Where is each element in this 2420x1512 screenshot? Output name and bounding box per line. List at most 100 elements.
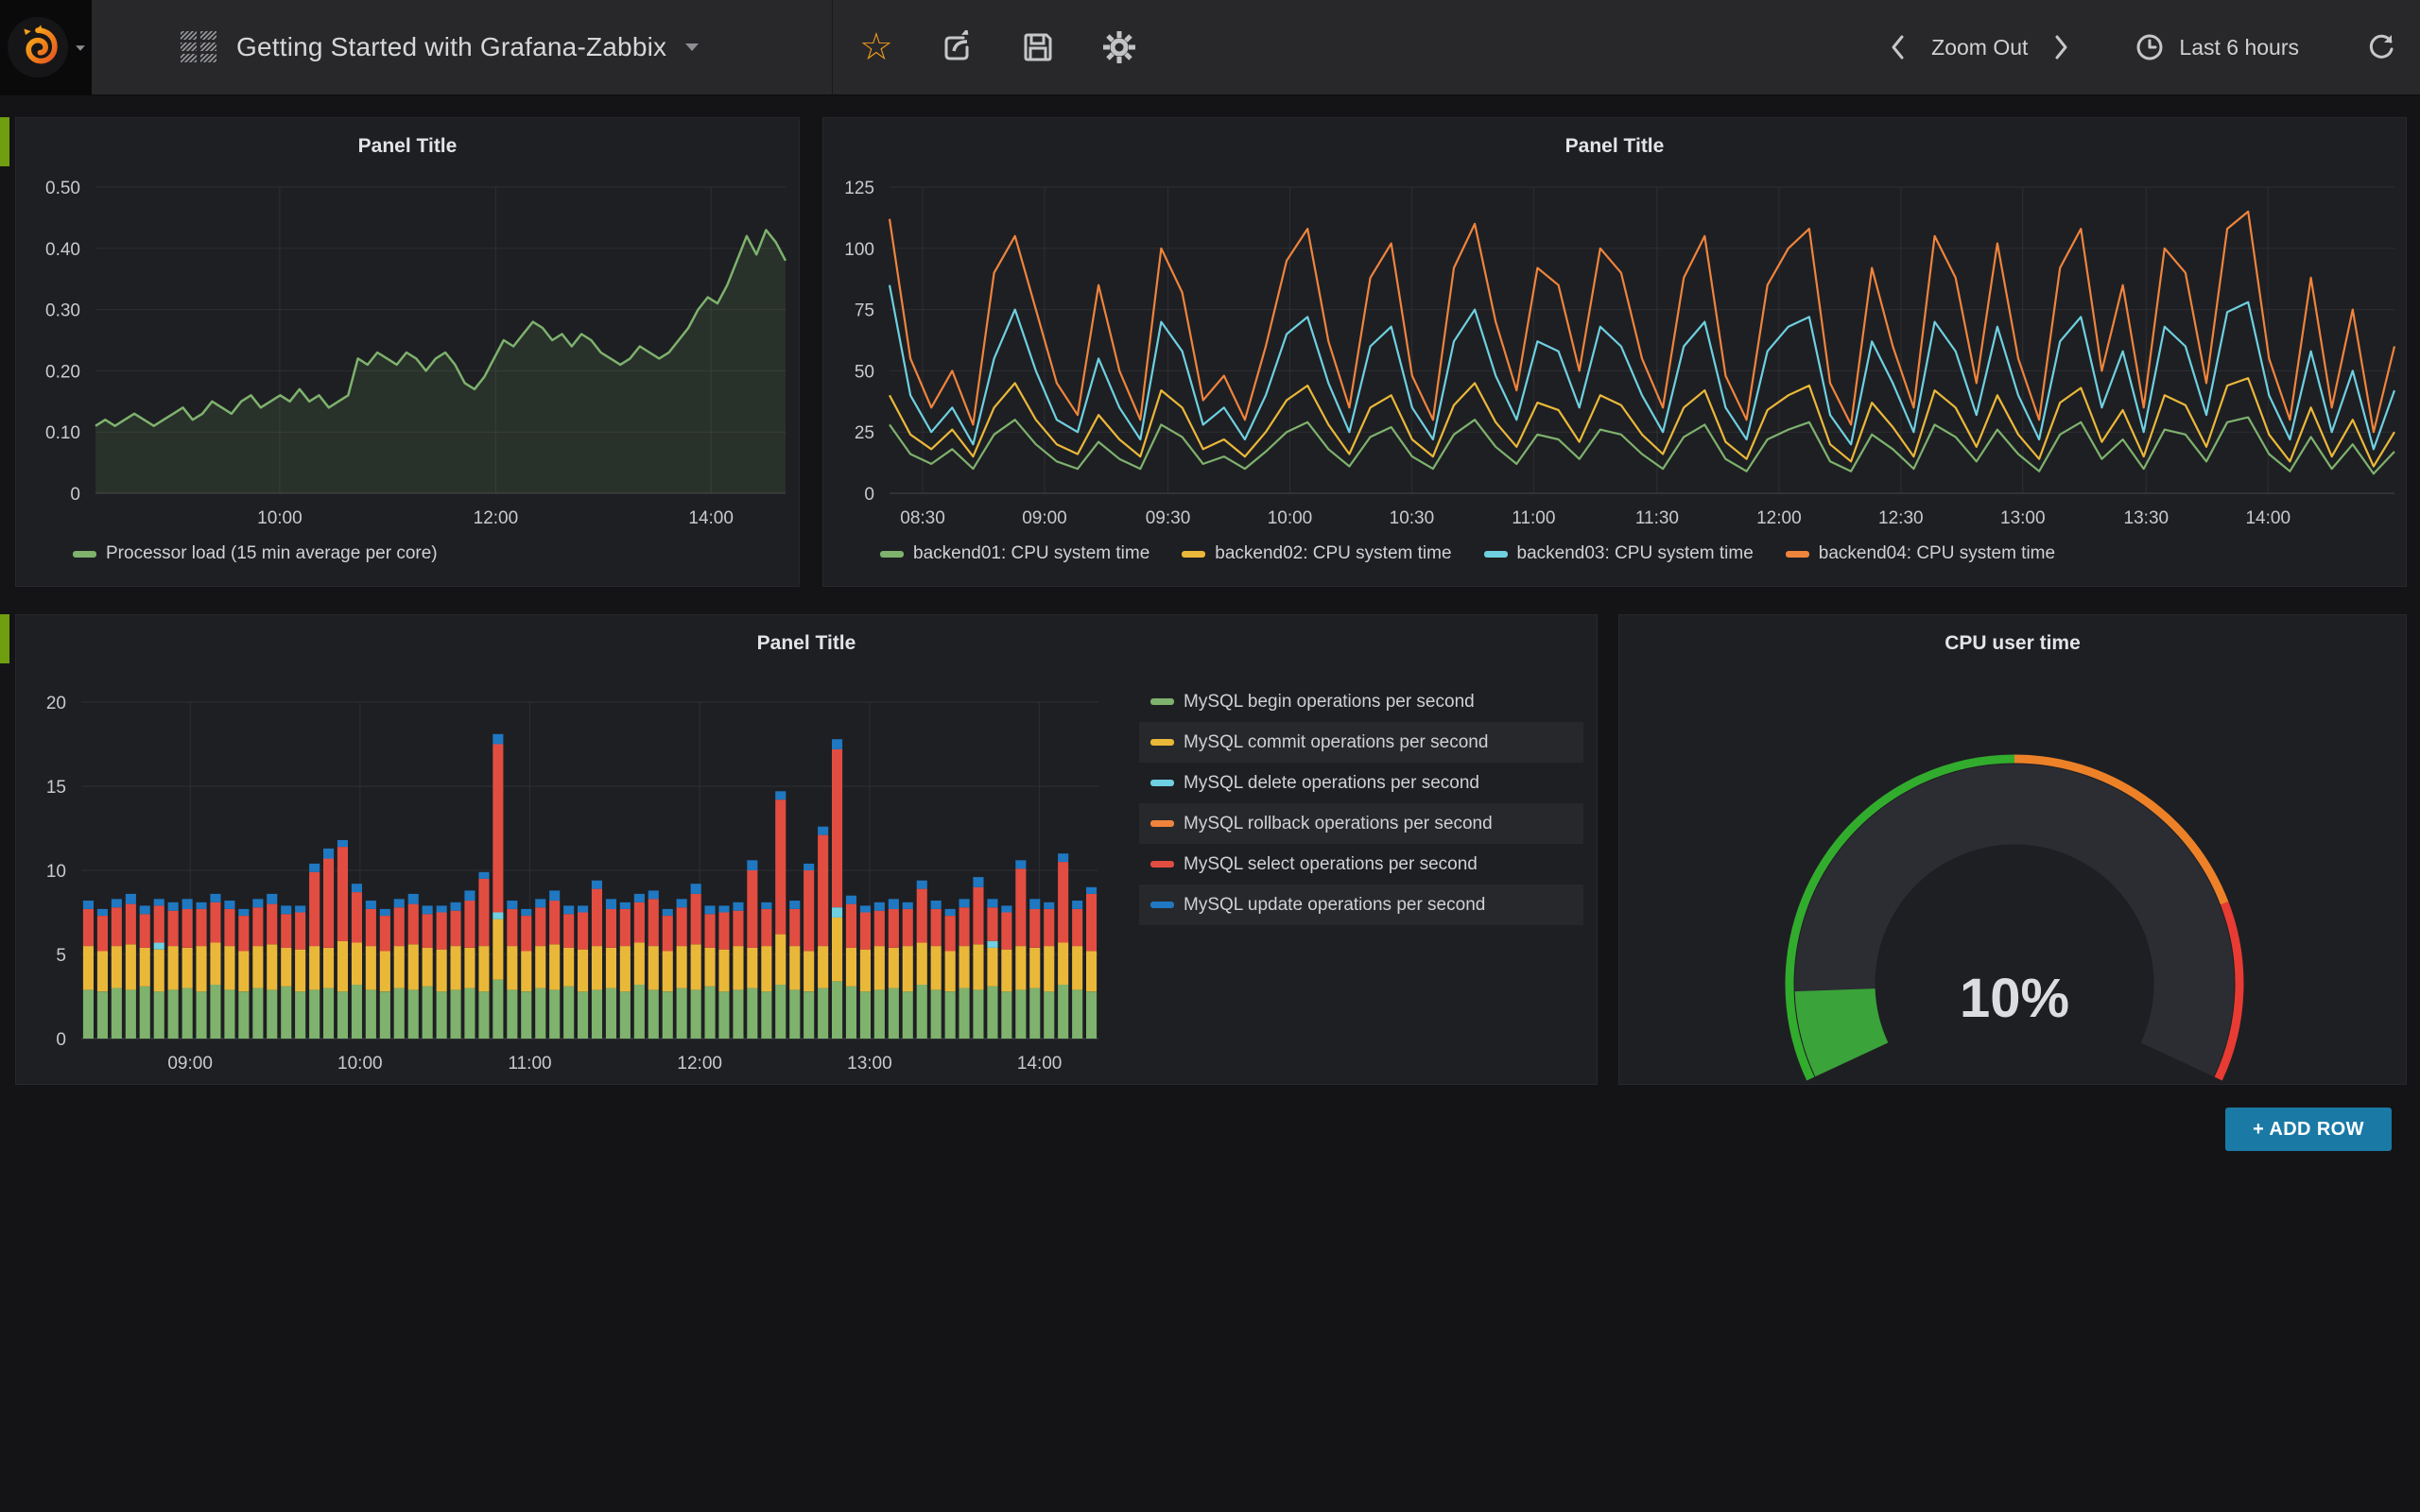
legend-label: MySQL select operations per second [1184, 854, 1478, 875]
share-icon[interactable] [941, 30, 975, 64]
legend-color-dash [1150, 820, 1174, 827]
legend-label: MySQL begin operations per second [1184, 692, 1475, 713]
chevron-right-icon[interactable] [2054, 34, 2069, 60]
legend-item[interactable]: MySQL select operations per second [1139, 844, 1583, 885]
svg-text:50: 50 [855, 362, 874, 382]
svg-text:09:30: 09:30 [1146, 508, 1191, 528]
svg-text:0.10: 0.10 [45, 423, 80, 443]
legend-label: Processor load (15 min average per core) [106, 543, 438, 564]
row-menu-tab[interactable] [0, 117, 9, 166]
legend-label: backend02: CPU system time [1215, 543, 1451, 564]
refresh-icon[interactable] [2367, 33, 2395, 61]
dashboard-grid-icon [180, 30, 217, 64]
legend-item[interactable]: backend04: CPU system time [1786, 543, 2055, 564]
legend-item[interactable]: Processor load (15 min average per core) [73, 543, 438, 564]
legend-item[interactable]: MySQL rollback operations per second [1139, 803, 1583, 844]
svg-text:10:00: 10:00 [1268, 508, 1313, 528]
svg-text:12:00: 12:00 [1756, 508, 1802, 528]
legend-color-dash [1150, 861, 1174, 868]
row-menu-tab[interactable] [0, 614, 9, 663]
legend: MySQL begin operations per second MySQL c… [1139, 681, 1583, 925]
svg-text:15: 15 [46, 778, 66, 798]
svg-text:5: 5 [56, 946, 66, 966]
panel-processor-load: Panel Title 0.500.400.300.200.10010:0012… [15, 117, 800, 587]
legend-color-dash [1150, 739, 1174, 746]
caret-down-icon [76, 45, 85, 51]
chevron-left-icon[interactable] [1890, 34, 1905, 60]
cpu-system-time-chart[interactable]: 125 100 75 50 25 0 08:30 09:00 09:30 10:00 10:30 11… [823, 118, 2408, 534]
svg-text:11:00: 11:00 [1512, 508, 1555, 528]
svg-text:11:30: 11:30 [1635, 508, 1679, 528]
svg-text:09:00: 09:00 [167, 1054, 213, 1074]
legend-item[interactable]: MySQL update operations per second [1139, 885, 1583, 925]
legend-color-dash [73, 551, 96, 558]
svg-text:13:00: 13:00 [847, 1054, 892, 1074]
svg-text:0: 0 [56, 1030, 66, 1050]
svg-text:0: 0 [70, 485, 80, 505]
svg-text:100: 100 [844, 240, 874, 260]
svg-text:25: 25 [855, 423, 874, 443]
legend-item[interactable]: backend01: CPU system time [880, 543, 1150, 564]
legend: Processor load (15 min average per core) [73, 543, 438, 564]
svg-text:12:00: 12:00 [474, 508, 519, 528]
svg-text:10:30: 10:30 [1390, 508, 1435, 528]
legend-label: MySQL rollback operations per second [1184, 814, 1493, 834]
legend-color-dash [880, 551, 904, 558]
svg-text:13:00: 13:00 [2000, 508, 2046, 528]
svg-text:14:00: 14:00 [2245, 508, 2290, 528]
svg-text:12:00: 12:00 [677, 1054, 722, 1074]
legend-label: backend03: CPU system time [1517, 543, 1754, 564]
dashboard-title-group[interactable]: Getting Started with Grafana-Zabbix [180, 0, 699, 94]
star-icon[interactable]: ☆ [859, 28, 893, 66]
caret-down-icon [685, 43, 699, 51]
legend-item[interactable]: MySQL delete operations per second [1139, 763, 1583, 803]
legend-label: MySQL update operations per second [1184, 895, 1485, 916]
zoom-out-button[interactable]: Zoom Out [1931, 35, 2028, 60]
svg-text:75: 75 [855, 301, 874, 321]
svg-text:0.40: 0.40 [45, 240, 80, 260]
panel-mysql-operations: Panel Title 2015105009:0010:0011:0012:00… [15, 614, 1598, 1085]
svg-text:08:30: 08:30 [900, 508, 945, 528]
svg-text:0.30: 0.30 [45, 301, 80, 321]
svg-text:10:00: 10:00 [257, 508, 302, 528]
legend: backend01: CPU system time backend02: CPU… [880, 543, 2055, 564]
dashboard-title: Getting Started with Grafana-Zabbix [236, 32, 666, 62]
legend-item[interactable]: backend03: CPU system time [1484, 543, 1754, 564]
svg-text:0: 0 [864, 485, 874, 505]
svg-text:10:00: 10:00 [337, 1054, 383, 1074]
save-icon[interactable] [1022, 31, 1054, 63]
clock-icon [2135, 33, 2164, 61]
processor-load-chart[interactable]: 0.500.400.300.200.10010:0012:0014:00 [16, 118, 801, 534]
legend-color-dash [1484, 551, 1508, 558]
legend-label: backend04: CPU system time [1819, 543, 2055, 564]
navbar: Getting Started with Grafana-Zabbix ☆ [0, 0, 2420, 95]
legend-color-dash [1182, 551, 1205, 558]
time-range-picker[interactable]: Last 6 hours [2179, 35, 2299, 60]
svg-text:14:00: 14:00 [1017, 1054, 1063, 1074]
svg-text:125: 125 [844, 179, 874, 198]
grafana-logo-icon [8, 17, 68, 77]
legend-label: MySQL delete operations per second [1184, 773, 1479, 794]
legend-color-dash [1150, 902, 1174, 908]
legend-label: MySQL commit operations per second [1184, 732, 1488, 753]
svg-text:20: 20 [46, 694, 66, 713]
legend-item[interactable]: MySQL commit operations per second [1139, 722, 1583, 763]
legend-color-dash [1786, 551, 1809, 558]
legend-label: backend01: CPU system time [913, 543, 1150, 564]
panel-cpu-user-time: CPU user time 10% [1618, 614, 2407, 1085]
svg-text:0.20: 0.20 [45, 362, 80, 382]
svg-text:10: 10 [46, 862, 66, 882]
legend-item[interactable]: MySQL begin operations per second [1139, 681, 1583, 722]
panel-cpu-system-time: Panel Title 125100755025008:3009:0009:30… [822, 117, 2407, 587]
legend-color-dash [1150, 698, 1174, 705]
svg-text:09:00: 09:00 [1022, 508, 1067, 528]
mysql-operations-chart[interactable]: 20 15 10 5 0 09:00 10:00 11:00 12:00 13:00 14:00 [16, 615, 1132, 1086]
svg-text:0.50: 0.50 [45, 179, 80, 198]
svg-text:11:00: 11:00 [508, 1054, 551, 1074]
add-row-button[interactable]: + ADD ROW [2225, 1108, 2392, 1151]
gauge-value: 10% [1873, 967, 2156, 1030]
gear-icon[interactable] [1101, 29, 1137, 65]
grafana-logo-menu[interactable] [0, 0, 92, 94]
legend-color-dash [1150, 780, 1174, 786]
legend-item[interactable]: backend02: CPU system time [1182, 543, 1451, 564]
